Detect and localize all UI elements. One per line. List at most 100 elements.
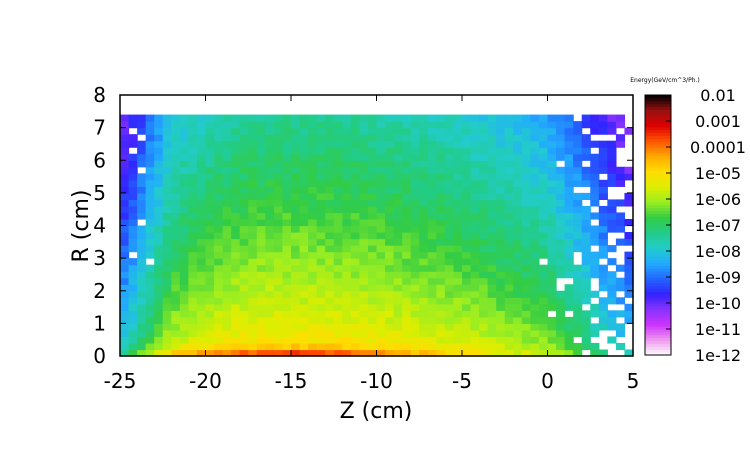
heatmap-cell — [128, 264, 138, 272]
heatmap-cell — [350, 290, 360, 298]
heatmap-cell — [444, 153, 455, 161]
colorbar-swatch — [645, 268, 671, 272]
heatmap-cell — [376, 218, 386, 227]
heatmap-cell — [521, 173, 531, 181]
heatmap-cell — [222, 199, 232, 207]
heatmap-cell — [590, 121, 600, 129]
heatmap-cell — [410, 114, 420, 122]
heatmap-cell — [137, 173, 147, 181]
heatmap-cell — [427, 238, 437, 246]
heatmap-cell — [393, 303, 403, 311]
heatmap-cell — [214, 212, 224, 220]
heatmap-cell — [376, 199, 386, 207]
heatmap-cell — [504, 212, 514, 220]
heatmap-cell — [196, 245, 207, 253]
heatmap-cell — [282, 271, 292, 279]
heatmap-cell — [573, 166, 583, 174]
heatmap-cell — [239, 134, 249, 142]
heatmap-cell — [590, 192, 600, 200]
heatmap-cell — [239, 114, 249, 122]
heatmap-cell — [342, 316, 352, 324]
heatmap-cell — [171, 336, 181, 344]
heatmap-cell — [154, 218, 164, 227]
heatmap-cell — [308, 349, 318, 357]
heatmap-cell — [265, 205, 275, 214]
heatmap-cell — [513, 271, 523, 279]
heatmap-cell — [145, 173, 155, 181]
colorbar-swatch — [645, 207, 671, 212]
heatmap-cell — [120, 114, 130, 122]
heatmap-cell — [256, 218, 266, 227]
heatmap-cell — [154, 258, 164, 266]
heatmap-cell — [410, 166, 420, 174]
heatmap-cell — [316, 251, 326, 259]
heatmap-cell — [273, 316, 284, 324]
heatmap-cell — [410, 258, 420, 266]
heatmap-cell — [214, 329, 224, 338]
heatmap-cell — [615, 212, 626, 220]
heatmap-cell — [573, 173, 583, 181]
heatmap-cell — [385, 290, 395, 298]
heatmap-cell — [427, 342, 437, 351]
heatmap-cell — [427, 310, 437, 318]
heatmap-cell — [521, 205, 531, 214]
heatmap-cell — [256, 199, 266, 207]
heatmap-cell — [564, 232, 574, 240]
heatmap-cell — [137, 342, 147, 351]
heatmap-cell — [231, 114, 241, 122]
heatmap-cell — [325, 342, 335, 351]
heatmap-cell — [453, 316, 463, 324]
colorbar — [644, 94, 672, 356]
heatmap-cell — [308, 238, 318, 246]
heatmap-cell — [376, 166, 386, 174]
heatmap-cell — [444, 342, 455, 351]
heatmap-cell — [308, 271, 318, 279]
heatmap-cell — [350, 284, 360, 292]
heatmap-cell — [538, 251, 549, 259]
heatmap-cell — [299, 271, 309, 279]
heatmap-cell — [325, 303, 335, 311]
heatmap-cell — [325, 160, 335, 168]
heatmap-cell — [145, 290, 155, 298]
heatmap-cell — [521, 251, 531, 259]
heatmap-cell — [581, 153, 591, 161]
heatmap-cell — [402, 199, 412, 207]
heatmap-cell — [470, 238, 480, 246]
heatmap-cell — [470, 303, 480, 311]
heatmap-cell — [291, 232, 301, 240]
heatmap-cell — [359, 342, 369, 351]
heatmap-cell — [496, 212, 506, 220]
heatmap-cell — [419, 245, 429, 253]
heatmap-cell — [350, 329, 360, 338]
colorbar-swatch — [645, 152, 671, 157]
heatmap-cell — [530, 186, 540, 194]
heatmap-cell — [214, 127, 224, 135]
heatmap-cell — [624, 173, 634, 181]
heatmap-cell — [419, 329, 429, 338]
heatmap-cell — [342, 114, 352, 122]
heatmap-cell — [299, 303, 309, 311]
heatmap-cell — [547, 336, 557, 344]
heatmap-cell — [342, 290, 352, 298]
heatmap-cell — [333, 160, 343, 168]
heatmap-cell — [282, 173, 292, 181]
heatmap-cell — [444, 303, 455, 311]
heatmap-cell — [564, 121, 574, 129]
heatmap-cell — [171, 173, 181, 181]
heatmap-cell — [367, 310, 378, 318]
heatmap-cell — [521, 179, 531, 187]
heatmap-cell — [222, 264, 232, 272]
heatmap-cell — [222, 310, 232, 318]
heatmap-cell — [128, 316, 138, 324]
heatmap-cell — [231, 147, 241, 155]
heatmap-cell — [556, 329, 566, 338]
heatmap-cell — [504, 284, 514, 292]
heatmap-cell — [308, 329, 318, 338]
heatmap-cell — [564, 349, 574, 357]
heatmap-cell — [299, 258, 309, 266]
heatmap-cell — [179, 316, 189, 324]
heatmap-cell — [179, 303, 189, 311]
heatmap-cell — [205, 192, 215, 200]
heatmap-cell — [419, 290, 429, 298]
colorbar-swatch — [645, 337, 671, 342]
